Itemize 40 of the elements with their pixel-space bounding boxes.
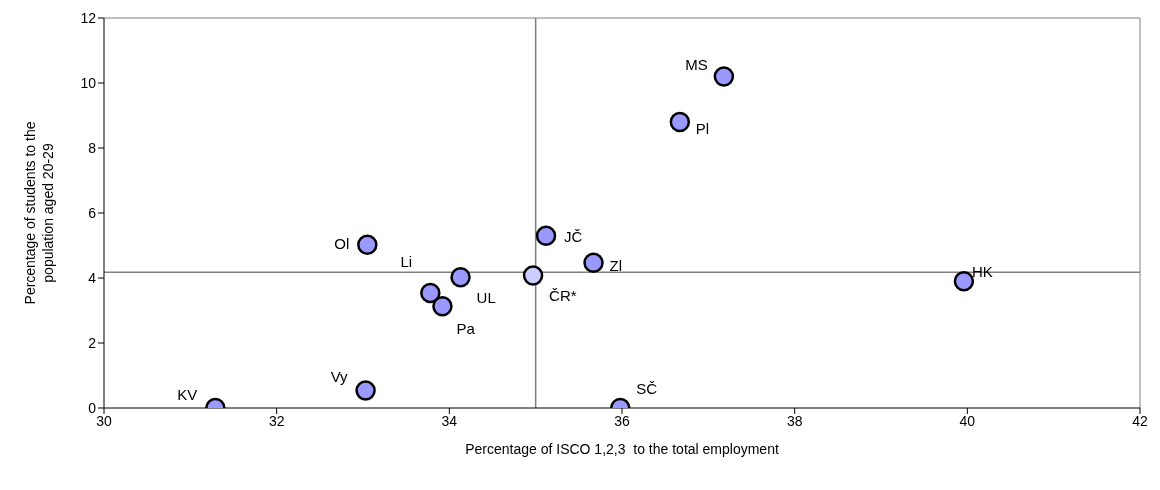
- annotation: KV: [177, 385, 198, 403]
- y-tick-label: 10: [80, 74, 97, 91]
- annotation: Pl: [695, 119, 710, 137]
- annotation: Zl: [609, 256, 623, 274]
- point: [522, 265, 544, 286]
- annotation: JČ: [564, 227, 583, 245]
- y-tick-label: 6: [88, 204, 97, 221]
- x-tick-label: 36: [614, 412, 630, 429]
- y-tick-label: 8: [88, 139, 97, 156]
- point: [450, 267, 471, 288]
- annotation: Vy: [330, 368, 349, 386]
- y-tick-label: 4: [88, 269, 97, 286]
- y-tick-label: 12: [80, 9, 97, 26]
- y-axis-title: Percentage of students to the population aged 20-29: [22, 121, 56, 305]
- point: [713, 66, 735, 87]
- y-tick-label: 0: [88, 399, 97, 416]
- annotation: HK: [971, 263, 993, 281]
- point: [420, 282, 441, 304]
- x-tick-label: 38: [786, 412, 803, 429]
- annotation: UL: [476, 289, 496, 307]
- point: [357, 234, 378, 256]
- point: [355, 380, 376, 401]
- point: [535, 225, 557, 246]
- point: [669, 111, 691, 133]
- annotation: Li: [400, 252, 413, 270]
- x-tick-label: 40: [959, 412, 976, 429]
- x-axis-title: Percentage of ISCO 1,2,3 to the total employment: [465, 441, 779, 457]
- x-tick-label: 32: [268, 412, 285, 429]
- x-tick-label: 42: [1132, 412, 1148, 429]
- x-tick-label: 30: [96, 412, 112, 429]
- point: [953, 271, 975, 292]
- point: [432, 296, 453, 317]
- annotation: MS: [685, 56, 708, 74]
- point: [583, 252, 604, 273]
- x-tick-label: 34: [441, 412, 458, 429]
- y-tick-label: 2: [88, 334, 97, 351]
- annotation: SČ: [636, 379, 658, 397]
- annotation: Pa: [456, 320, 476, 338]
- annotation: Ol: [334, 234, 350, 252]
- annotation: ČR*: [549, 287, 577, 305]
